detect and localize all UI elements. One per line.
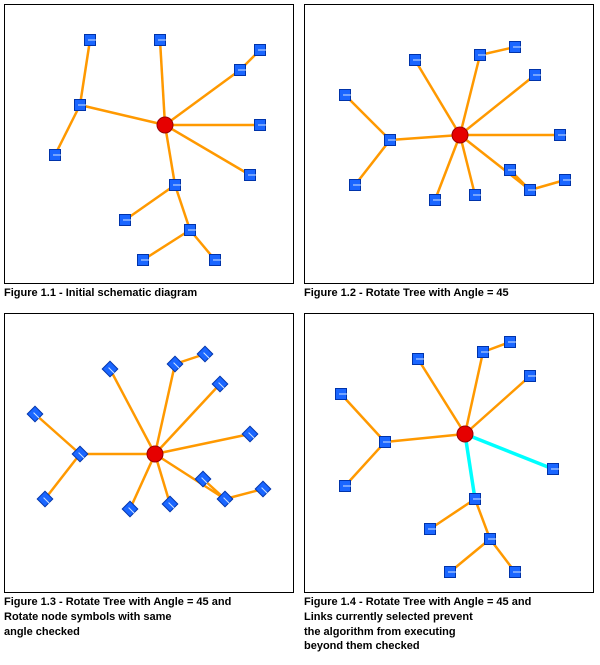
panel-fig14: Figure 1.4 - Rotate Tree with Angle = 45…	[304, 313, 594, 654]
edge	[355, 140, 390, 185]
edge	[143, 230, 190, 260]
edge	[125, 185, 175, 220]
edge	[55, 105, 80, 155]
network-svg	[5, 314, 293, 592]
network-svg	[305, 5, 593, 283]
panel-fig13: Figure 1.3 - Rotate Tree with Angle = 45…	[4, 313, 294, 654]
panel-fig12: Figure 1.2 - Rotate Tree with Angle = 45	[304, 4, 594, 301]
network-svg	[5, 5, 293, 283]
edge	[418, 359, 465, 434]
caption-fig11: Figure 1.1 - Initial schematic diagram	[4, 286, 294, 301]
root-node	[147, 446, 163, 462]
edge	[165, 125, 250, 175]
root-node	[157, 117, 173, 133]
edge	[430, 499, 475, 529]
edge	[110, 369, 155, 454]
edge	[80, 40, 90, 105]
edge	[341, 394, 385, 442]
edge	[80, 105, 165, 125]
caption-fig14: Figure 1.4 - Rotate Tree with Angle = 45…	[304, 595, 594, 654]
diagram-fig14	[304, 313, 594, 593]
diagram-fig11	[4, 4, 294, 284]
edge	[130, 454, 155, 509]
edge	[460, 75, 535, 135]
diagram-fig12	[304, 4, 594, 284]
edge	[345, 442, 385, 486]
edge	[345, 95, 390, 140]
edge	[390, 135, 460, 140]
edge	[465, 434, 553, 469]
edge	[435, 135, 460, 200]
figure-grid: Figure 1.1 - Initial schematic diagram F…	[0, 0, 600, 658]
edge	[45, 454, 80, 499]
diagram-fig13	[4, 313, 294, 593]
edge	[415, 60, 460, 135]
edge	[465, 434, 475, 499]
edge	[175, 185, 190, 230]
caption-fig13: Figure 1.3 - Rotate Tree with Angle = 45…	[4, 595, 294, 640]
root-node	[457, 426, 473, 442]
caption-fig12: Figure 1.2 - Rotate Tree with Angle = 45	[304, 286, 594, 301]
edge	[385, 434, 465, 442]
network-svg	[305, 314, 593, 592]
edge	[165, 125, 175, 185]
edge	[35, 414, 80, 454]
edge	[155, 364, 175, 454]
edge	[160, 40, 165, 125]
root-node	[452, 127, 468, 143]
edge	[165, 70, 240, 125]
panel-fig11: Figure 1.1 - Initial schematic diagram	[4, 4, 294, 301]
